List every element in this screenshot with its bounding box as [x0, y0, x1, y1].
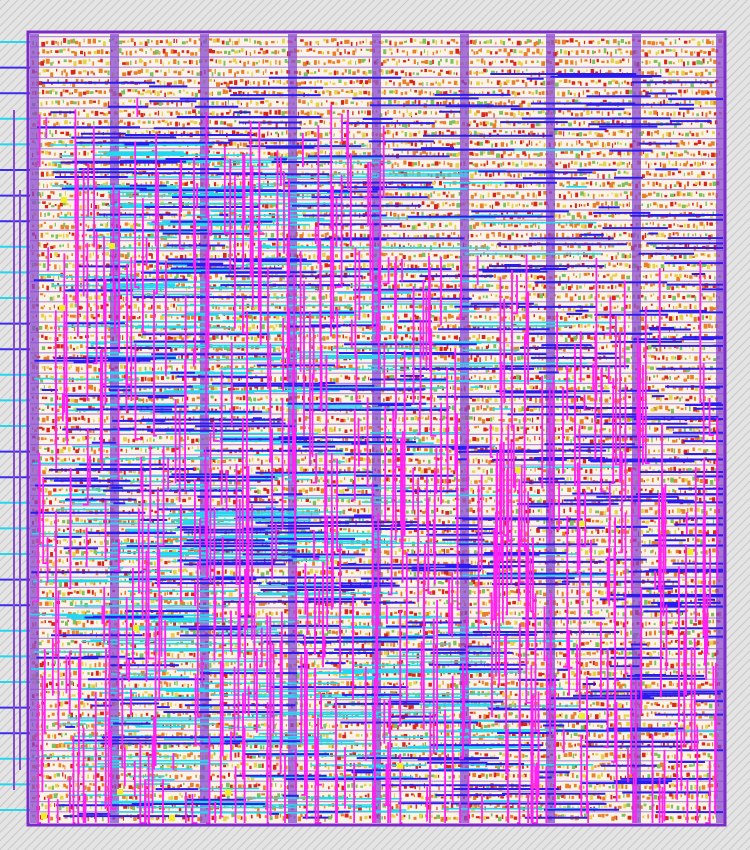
power-stripe — [30, 34, 39, 823]
via-marker — [687, 549, 693, 555]
via-marker — [225, 789, 231, 795]
via-marker — [133, 625, 139, 631]
via-marker — [579, 713, 585, 719]
via-marker — [117, 789, 123, 795]
die-border — [26, 30, 727, 827]
via-marker — [579, 521, 585, 527]
layers — [0, 34, 725, 824]
via-marker — [41, 813, 47, 819]
metal-blue — [30, 73, 723, 819]
power-stripe — [460, 34, 469, 823]
power-stripe — [200, 34, 209, 823]
via-marker — [515, 467, 521, 473]
left-trunk — [13, 110, 21, 790]
via-marker — [397, 763, 403, 769]
via-marker — [59, 305, 65, 311]
via-marker — [61, 197, 67, 203]
power-stripe — [632, 34, 641, 823]
power-stripe — [716, 34, 725, 823]
metal-magenta — [32, 97, 719, 824]
power-stripe — [372, 34, 381, 823]
via-marker — [169, 815, 175, 821]
via-marker — [109, 243, 115, 249]
